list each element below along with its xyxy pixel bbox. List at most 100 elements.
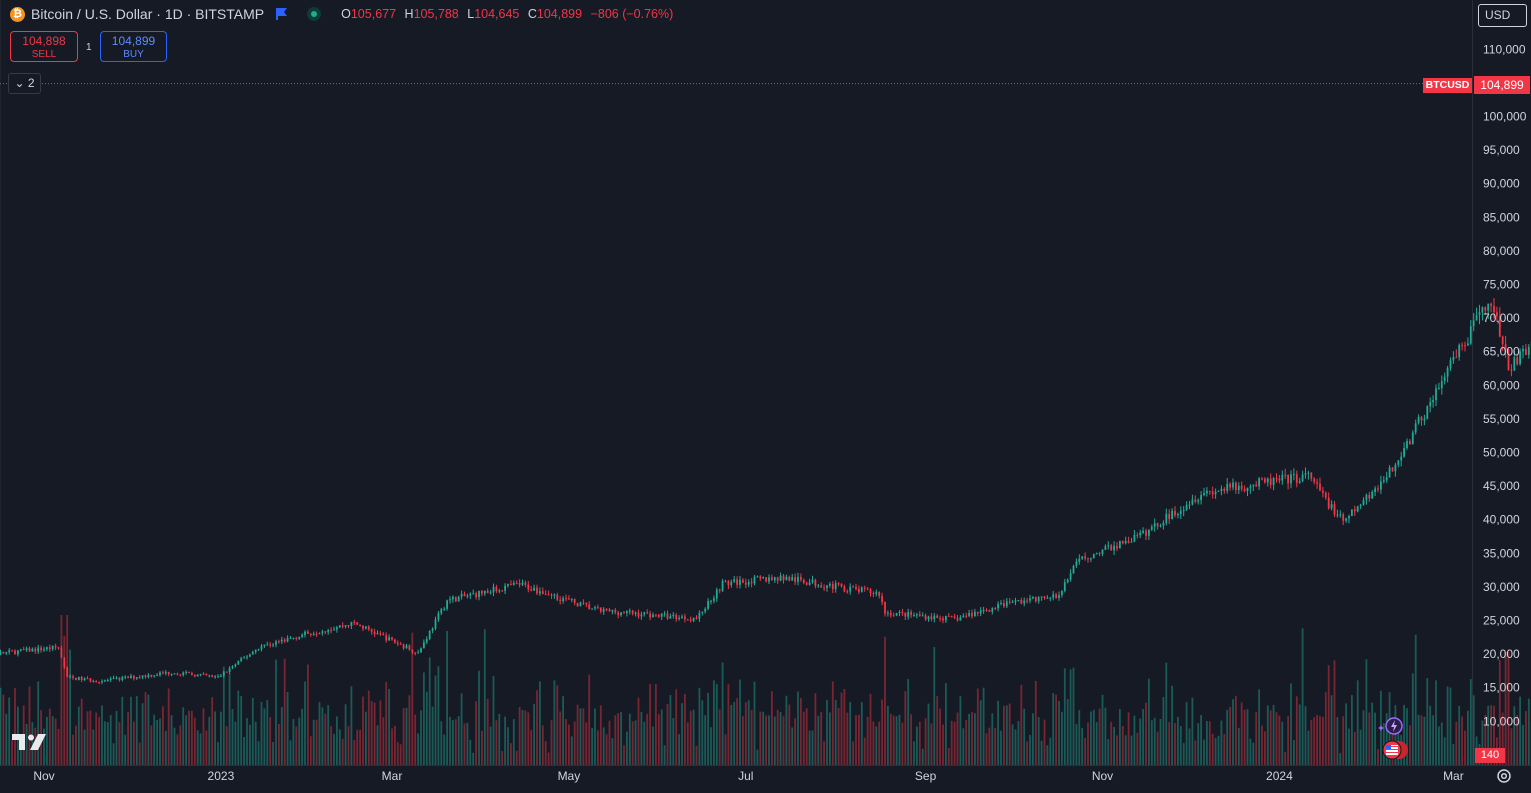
settings-icon[interactable] bbox=[1496, 768, 1512, 784]
candle-body bbox=[25, 648, 28, 651]
candle-body bbox=[1510, 370, 1513, 372]
candle-body bbox=[768, 577, 770, 582]
candle-body bbox=[1113, 545, 1115, 551]
buy-button[interactable]: 104,899 BUY bbox=[100, 31, 167, 62]
candle-body bbox=[486, 590, 489, 594]
volume-bar bbox=[727, 684, 730, 765]
candle-body bbox=[14, 650, 16, 655]
candle-body bbox=[521, 582, 524, 585]
candle-body bbox=[347, 625, 350, 627]
volume-bar bbox=[515, 750, 518, 765]
volume-bar bbox=[1467, 710, 1469, 765]
volume-bar bbox=[437, 666, 440, 765]
sell-button[interactable]: 104,898 SELL bbox=[10, 31, 78, 62]
volume-bar bbox=[118, 722, 121, 765]
volume-bar bbox=[205, 730, 208, 765]
candle-body bbox=[1029, 598, 1031, 601]
volume-bar bbox=[860, 702, 863, 765]
candle-body bbox=[31, 648, 34, 652]
candle-body bbox=[747, 582, 750, 585]
candle-body bbox=[1188, 504, 1191, 506]
volume-bar bbox=[469, 739, 472, 765]
candle-body bbox=[1501, 336, 1504, 345]
volume-bar bbox=[1481, 720, 1484, 765]
symbol-price-tag: BTCUSD bbox=[1423, 78, 1472, 93]
candle-body bbox=[834, 583, 837, 590]
candle-body bbox=[37, 647, 40, 652]
ai-spark-icon[interactable] bbox=[1378, 716, 1404, 736]
volume-bar bbox=[614, 715, 617, 765]
candle-body bbox=[565, 598, 567, 600]
candle-body bbox=[512, 583, 515, 586]
candle-body bbox=[913, 615, 915, 617]
candle-body bbox=[820, 585, 823, 588]
y-tick-label: 70,000 bbox=[1483, 311, 1520, 325]
volume-bar bbox=[396, 742, 399, 765]
volume-bar bbox=[1281, 721, 1284, 765]
volume-bar bbox=[858, 714, 860, 765]
volume-bar bbox=[1287, 716, 1289, 765]
candle-body bbox=[945, 615, 947, 621]
volume-bar bbox=[686, 722, 689, 765]
candle-body bbox=[162, 672, 164, 674]
x-tick-label: 2024 bbox=[1266, 769, 1293, 783]
candle-body bbox=[686, 619, 689, 621]
volume-bar bbox=[1472, 695, 1475, 765]
symbol-title[interactable]: Bitcoin / U.S. Dollar · 1D · BITSTAMP bbox=[31, 6, 265, 22]
volume-bar bbox=[443, 734, 446, 765]
volume-bar bbox=[48, 708, 51, 765]
volume-bar bbox=[106, 722, 109, 765]
candle-body bbox=[454, 596, 457, 602]
volume-bar bbox=[852, 741, 854, 765]
tradingview-logo[interactable] bbox=[12, 734, 48, 750]
candle-body bbox=[388, 637, 390, 641]
candle-body bbox=[1478, 312, 1481, 315]
flag-icon[interactable] bbox=[276, 8, 288, 20]
volume-bar bbox=[820, 712, 823, 765]
volume-bar bbox=[135, 696, 138, 765]
candle-body bbox=[547, 594, 550, 596]
candle-body bbox=[434, 619, 437, 629]
volume-bar bbox=[1113, 727, 1115, 765]
currency-selector[interactable]: USD bbox=[1478, 4, 1527, 27]
volume-bar bbox=[1026, 741, 1028, 765]
volume-bar bbox=[1174, 723, 1176, 765]
candle-body bbox=[1432, 400, 1434, 403]
volume-bar bbox=[1139, 718, 1142, 765]
x-tick-label: Nov bbox=[33, 769, 54, 783]
volume-bar bbox=[1145, 702, 1147, 765]
candle-body bbox=[872, 593, 875, 595]
candle-body bbox=[1368, 494, 1371, 499]
economic-calendar-icon[interactable] bbox=[1380, 739, 1410, 761]
candle-body bbox=[1490, 303, 1492, 306]
x-tick-label: Sep bbox=[915, 769, 937, 783]
candle-body bbox=[333, 629, 335, 631]
volume-bar bbox=[225, 726, 228, 765]
price-axis[interactable]: 110,000105,000100,00095,00090,00085,0008… bbox=[1483, 42, 1527, 728]
candle-body bbox=[318, 633, 321, 635]
eye-icon[interactable] bbox=[307, 7, 322, 21]
volume-bar bbox=[457, 716, 460, 765]
volume-bar bbox=[1359, 729, 1362, 765]
candle-body bbox=[898, 611, 901, 614]
candle-body bbox=[1342, 514, 1345, 521]
candle-body bbox=[921, 615, 924, 617]
volume-bar bbox=[1156, 731, 1159, 765]
candle-body bbox=[376, 633, 379, 635]
volume-bar bbox=[982, 687, 985, 765]
candle-body bbox=[1066, 579, 1069, 583]
candle-body bbox=[707, 601, 709, 609]
indicators-toggle[interactable]: ⌄ 2 bbox=[8, 73, 41, 94]
candle-body bbox=[1232, 482, 1234, 488]
volume-bar bbox=[1339, 753, 1342, 765]
candle-body bbox=[698, 612, 701, 619]
time-axis[interactable]: Nov2023MarMayJulSepNov2024MarMayJulSepNo… bbox=[33, 769, 1531, 783]
volume-bar bbox=[167, 688, 170, 765]
candle-body bbox=[173, 673, 176, 675]
volume-bar bbox=[1237, 727, 1240, 765]
candle-body bbox=[263, 644, 266, 647]
candle-body bbox=[57, 647, 60, 649]
volume-bar bbox=[304, 681, 306, 765]
candle-body bbox=[750, 582, 753, 584]
